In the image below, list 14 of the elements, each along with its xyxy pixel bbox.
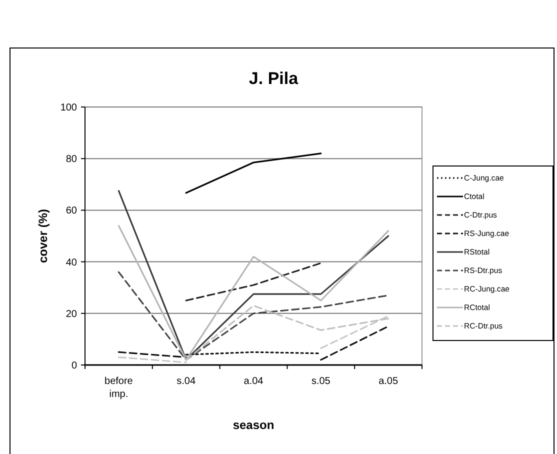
y-tick-label: 80 bbox=[66, 154, 78, 166]
x-tick-label: a.05 bbox=[378, 376, 398, 387]
x-axis-title: season bbox=[232, 418, 274, 432]
x-tick-label: s.04 bbox=[176, 376, 196, 387]
chart-title: J. Pila bbox=[248, 69, 299, 88]
x-tick-label: a.04 bbox=[244, 376, 264, 387]
x-tick-label: before imp. bbox=[104, 376, 134, 400]
y-tick-label: 20 bbox=[66, 308, 78, 320]
y-tick-label: 0 bbox=[71, 360, 78, 372]
x-tick-label: s.05 bbox=[311, 376, 331, 387]
y-axis-title: cover (%) bbox=[36, 208, 50, 264]
y-tick-label: 100 bbox=[60, 102, 78, 114]
y-tick-label: 60 bbox=[66, 206, 78, 217]
y-tick-label: 40 bbox=[66, 257, 78, 268]
